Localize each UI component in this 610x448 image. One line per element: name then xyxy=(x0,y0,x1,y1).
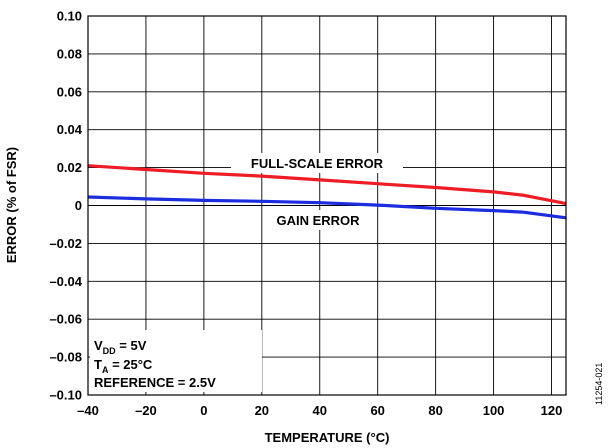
series-line-gain-error xyxy=(87,195,567,220)
y-tick-label: 0.06 xyxy=(57,84,82,99)
x-tick-label: 40 xyxy=(313,403,327,418)
y-tick-label: –0.06 xyxy=(49,312,82,327)
y-tick-label: 0.02 xyxy=(57,160,82,175)
y-tick-label: 0.08 xyxy=(57,46,82,61)
y-tick-labels: 0.10 0.08 0.06 0.04 0.02 0 –0.02 –0.04 –0.06 –0.0… xyxy=(49,9,82,403)
x-tick-labels: –40 –20 0 20 40 60 80 100 120 xyxy=(77,403,562,418)
condition-reference: REFERENCE = 2.5V xyxy=(94,375,216,390)
y-tick-label: –0.02 xyxy=(49,236,82,251)
conditions-box-bg xyxy=(90,330,262,392)
y-tick-label: –0.08 xyxy=(49,350,82,365)
y-tick-label: –0.10 xyxy=(49,388,82,403)
x-tick-label: –20 xyxy=(135,403,157,418)
full-scale-label-bg xyxy=(231,153,403,173)
gain-error-label: GAIN ERROR xyxy=(276,213,360,228)
x-tick-label: 120 xyxy=(541,403,563,418)
x-tick-label: 60 xyxy=(370,403,384,418)
plot-frame xyxy=(87,15,567,396)
x-tick-label: 100 xyxy=(483,403,505,418)
x-tick-label: 20 xyxy=(255,403,269,418)
gain-label-bg xyxy=(264,210,372,230)
y-tick-label: 0 xyxy=(75,198,82,213)
x-axis-title: TEMPERATURE (°C) xyxy=(265,430,390,445)
y-tick-label: 0.04 xyxy=(57,122,83,137)
x-tick-label: 0 xyxy=(200,403,207,418)
x-tick-label: –40 xyxy=(77,403,99,418)
figure-id: 11254-021 xyxy=(594,363,604,405)
y-tick-label: –0.04 xyxy=(49,274,82,289)
series-lines xyxy=(87,164,567,220)
full-scale-error-label: FULL-SCALE ERROR xyxy=(251,156,384,171)
y-tick-label: 0.10 xyxy=(57,9,82,24)
series-line-full-scale-error xyxy=(87,164,567,206)
x-tick-label: 80 xyxy=(428,403,442,418)
condition-ta: TA = 25°C xyxy=(94,357,153,375)
condition-vdd: VDD = 5V xyxy=(94,338,147,356)
y-axis-title: ERROR (% of FSR) xyxy=(4,147,19,263)
